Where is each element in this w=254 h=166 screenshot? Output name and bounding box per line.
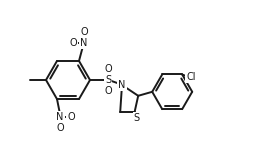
Text: O: O xyxy=(69,38,76,48)
Text: N: N xyxy=(56,112,64,122)
Text: Cl: Cl xyxy=(186,73,195,83)
Text: O: O xyxy=(104,86,111,96)
Text: S: S xyxy=(133,113,139,123)
Text: O: O xyxy=(67,112,74,122)
Text: O: O xyxy=(56,123,64,133)
Text: N: N xyxy=(118,80,125,90)
Text: O: O xyxy=(104,64,111,74)
Text: N: N xyxy=(80,38,87,48)
Text: S: S xyxy=(105,75,111,85)
Text: O: O xyxy=(80,27,87,37)
